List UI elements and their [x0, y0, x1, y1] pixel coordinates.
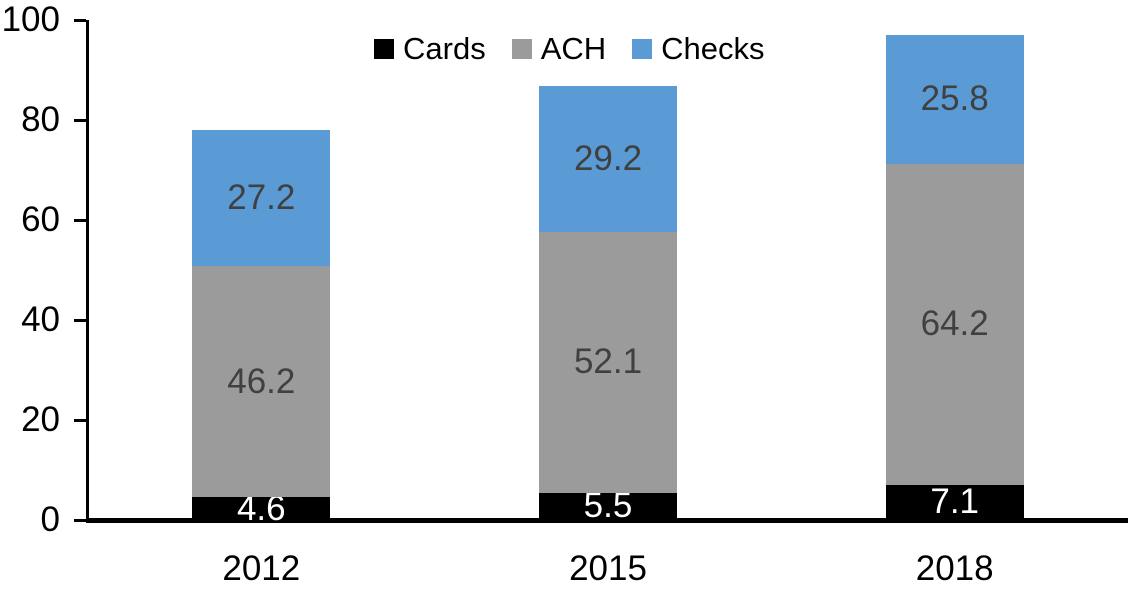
data-label-ach-2012: 46.2 — [227, 361, 296, 401]
y-axis-tick — [74, 18, 86, 22]
bar-segment-ach-2015 — [539, 232, 677, 493]
bar-segment-checks-2018 — [885, 34, 1024, 164]
x-axis-label-2012: 2012 — [222, 549, 301, 588]
legend-label: Checks — [661, 31, 765, 66]
legend-label: ACH — [540, 31, 607, 66]
y-axis-tick — [74, 418, 86, 422]
data-label-checks-2012: 27.2 — [227, 178, 296, 217]
data-label-ach-2018: 64.2 — [920, 304, 989, 343]
y-axis-tick-label: 100 — [1, 0, 60, 39]
bar-segment-checks-2015 — [539, 86, 677, 232]
y-axis-tick-label: 20 — [21, 400, 60, 439]
bar-segment-checks-2012 — [192, 130, 331, 266]
bar-segment-cards-2015 — [539, 492, 677, 520]
y-axis-line — [86, 20, 89, 520]
y-axis-tick-label: 0 — [40, 500, 60, 539]
legend-item-ach: ACH — [511, 31, 607, 67]
bar-segment-ach-2012 — [192, 266, 331, 497]
y-axis-tick-label: 60 — [21, 200, 60, 239]
y-axis-tick-label: 40 — [21, 300, 60, 339]
bar-segment-cards-2018 — [885, 484, 1024, 520]
legend-label: Cards — [403, 31, 486, 66]
y-axis-tick-label: 80 — [21, 100, 60, 139]
y-axis-tick — [74, 318, 86, 322]
data-label-checks-2018: 25.8 — [920, 79, 989, 118]
data-label-cards-2018: 7.1 — [930, 482, 980, 522]
y-axis-tick — [74, 118, 86, 122]
x-axis-label-2018: 2018 — [915, 549, 994, 588]
x-axis-label-2015: 2015 — [569, 549, 647, 588]
legend-swatch-ach — [511, 39, 532, 59]
data-label-cards-2015: 5.5 — [583, 486, 633, 526]
legend-item-cards: Cards — [374, 31, 486, 67]
bar-segment-cards-2012 — [192, 497, 331, 520]
bar-segment-ach-2018 — [885, 163, 1024, 485]
x-axis-line — [86, 518, 1128, 523]
y-axis-tick — [74, 218, 86, 222]
legend-swatch-checks — [632, 39, 653, 59]
y-axis-tick — [74, 518, 86, 522]
data-label-ach-2015: 52.1 — [573, 342, 643, 382]
legend-item-checks: Checks — [632, 31, 765, 67]
legend-swatch-cards — [374, 39, 394, 59]
chart-legend: Cards ACH Checks — [374, 31, 765, 67]
data-label-checks-2015: 29.2 — [573, 139, 643, 178]
